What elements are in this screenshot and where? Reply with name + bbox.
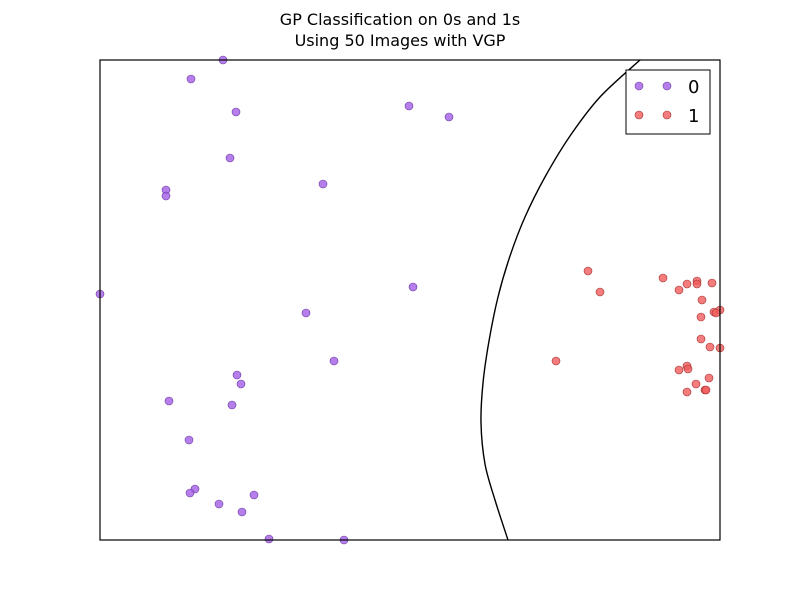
legend-label-1: 1: [688, 106, 699, 127]
chart-subtitle: Using 50 Images with VGP: [294, 31, 506, 50]
legend-marker-0: [662, 81, 672, 91]
data-point-class-1: [583, 266, 593, 276]
data-point-class-0: [237, 507, 247, 517]
legend-marker-1: [634, 110, 644, 120]
data-point-class-1: [682, 279, 692, 289]
legend: 01: [625, 69, 711, 135]
data-point-class-0: [232, 370, 242, 380]
data-point-class-0: [404, 101, 414, 111]
data-point-class-0: [249, 490, 259, 500]
data-point-class-1: [696, 334, 706, 344]
data-point-class-0: [225, 153, 235, 163]
data-point-class-1: [674, 365, 684, 375]
data-point-class-1: [705, 342, 715, 352]
data-point-class-1: [682, 387, 692, 397]
data-point-class-0: [231, 107, 241, 117]
data-point-class-1: [692, 279, 702, 289]
data-point-class-0: [184, 435, 194, 445]
data-point-class-0: [236, 379, 246, 389]
legend-marker-1: [662, 110, 672, 120]
data-point-class-1: [697, 295, 707, 305]
decision-boundary-layer: [480, 60, 641, 540]
data-point-class-1: [658, 273, 668, 283]
data-point-class-0: [164, 396, 174, 406]
data-point-class-0: [318, 179, 328, 189]
data-point-class-1: [683, 364, 693, 374]
chart-title: GP Classification on 0s and 1s: [279, 10, 521, 29]
data-point-class-1: [595, 287, 605, 297]
data-point-class-0: [444, 112, 454, 122]
data-point-class-0: [227, 400, 237, 410]
data-point-class-1: [696, 312, 706, 322]
data-point-class-1: [551, 356, 561, 366]
data-point-class-0: [161, 191, 171, 201]
data-point-class-0: [214, 499, 224, 509]
data-point-class-0: [408, 282, 418, 292]
decision-boundary-line: [480, 60, 641, 540]
data-point-class-1: [691, 379, 701, 389]
data-point-class-0: [185, 488, 195, 498]
data-points-layer: [95, 55, 725, 545]
data-point-class-1: [707, 278, 717, 288]
plot-frame: [99, 59, 721, 541]
data-point-class-0: [186, 74, 196, 84]
data-point-class-0: [264, 534, 274, 544]
data-point-class-1: [711, 308, 721, 318]
data-point-class-0: [301, 308, 311, 318]
legend-label-0: 0: [688, 77, 699, 98]
data-point-class-1: [674, 285, 684, 295]
legend-marker-0: [634, 81, 644, 91]
legend-box: [625, 69, 711, 135]
data-point-class-1: [701, 385, 711, 395]
data-point-class-0: [329, 356, 339, 366]
data-point-class-1: [704, 373, 714, 383]
